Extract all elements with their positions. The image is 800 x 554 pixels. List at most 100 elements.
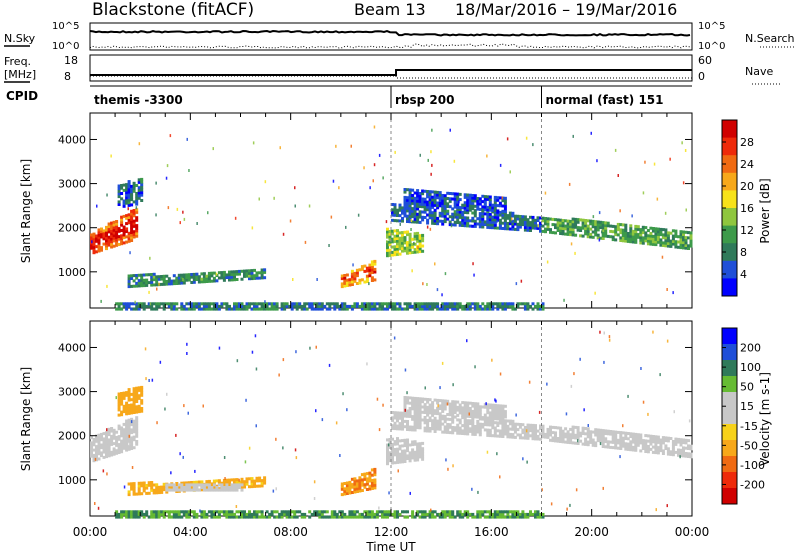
heatmap-cell <box>150 283 154 287</box>
heatmap-cell <box>245 272 249 276</box>
heatmap-cell <box>348 515 352 519</box>
heatmap-cell <box>378 510 382 514</box>
heatmap-cell <box>546 222 550 226</box>
heatmap-cell <box>398 304 402 308</box>
heatmap-cell <box>579 218 583 222</box>
heatmap-cell <box>579 434 583 438</box>
heatmap-cell <box>488 406 492 410</box>
heatmap-speckle <box>627 394 629 398</box>
heatmap-cell <box>95 450 98 454</box>
heatmap-cell <box>120 510 124 514</box>
heatmap-cell <box>348 486 352 490</box>
heatmap-cell <box>155 515 159 519</box>
heatmap-cell <box>245 515 249 519</box>
heatmap-cell <box>406 249 409 252</box>
heatmap-cell <box>345 515 349 519</box>
cpid-modes: themis -3300 rbsp 200 normal (fast) 151 <box>94 86 664 108</box>
heatmap-cell <box>391 445 394 449</box>
heatmap-cell <box>147 281 151 285</box>
heatmap-cell <box>589 435 593 439</box>
heatmap-cell <box>539 224 542 228</box>
heatmap-cell <box>396 458 399 462</box>
heatmap-cell <box>466 424 470 428</box>
heatmap-cell <box>421 418 425 422</box>
heatmap-cell <box>222 276 226 280</box>
heatmap-cell <box>679 454 683 458</box>
heatmap-cell <box>441 414 445 418</box>
heatmap-cell <box>491 304 495 308</box>
heatmap-cell <box>273 302 277 306</box>
heatmap-cell <box>503 221 507 225</box>
heatmap-cell <box>135 434 139 438</box>
heatmap-cell <box>646 445 650 448</box>
heatmap-cell <box>260 484 264 488</box>
heatmap-cell <box>408 214 412 218</box>
heatmap-speckle <box>430 508 432 512</box>
heatmap-cell <box>569 233 573 237</box>
heatmap-cell <box>135 397 139 401</box>
heatmap-cell <box>406 401 410 405</box>
heatmap-cell <box>428 304 432 308</box>
heatmap-cell <box>466 406 470 410</box>
heatmap-cell <box>413 399 417 403</box>
heatmap-cell <box>145 491 149 495</box>
heatmap-cell <box>609 445 613 449</box>
heatmap-speckle <box>522 457 524 461</box>
heatmap-cell <box>403 238 407 242</box>
heatmap-cell <box>353 274 357 278</box>
heatmap-cell <box>491 434 495 438</box>
heatmap-cell <box>370 304 374 308</box>
heatmap-cell <box>661 233 665 237</box>
heatmap-cell <box>142 489 146 493</box>
heatmap-cell <box>398 242 402 245</box>
heatmap-cell <box>458 210 462 214</box>
heatmap-cell <box>421 205 425 209</box>
heatmap-cell <box>92 448 96 452</box>
heatmap-speckle <box>245 398 247 402</box>
heatmap-cell <box>511 307 515 311</box>
heatmap-cell <box>508 304 512 308</box>
heatmap-cell <box>120 400 124 403</box>
heatmap-cell <box>416 215 420 219</box>
heatmap-cell <box>569 435 573 439</box>
heatmap-cell <box>293 510 297 514</box>
heatmap-speckle <box>224 477 226 480</box>
heatmap-cell <box>120 236 124 240</box>
heatmap-cell <box>411 510 415 514</box>
heatmap-cell <box>185 486 189 489</box>
heatmap-cell <box>463 304 467 308</box>
heatmap-speckle <box>294 204 296 208</box>
heatmap-cell <box>370 279 374 282</box>
heatmap-cell <box>656 235 660 239</box>
heatmap-cell <box>416 234 420 238</box>
heatmap-cell <box>202 483 206 487</box>
heatmap-cell <box>250 479 254 483</box>
heatmap-cell <box>167 279 171 283</box>
heatmap-cell <box>132 425 136 428</box>
heatmap-cell <box>363 475 367 479</box>
heatmap-cell <box>225 304 229 308</box>
heatmap-cell <box>228 275 231 279</box>
noise-right-tick-top: 10^5 <box>698 21 725 32</box>
heatmap-cell <box>408 199 412 202</box>
heatmap-cell <box>508 214 512 218</box>
colorbar-swatch <box>722 488 737 505</box>
heatmap-cell <box>453 205 457 209</box>
heatmap-cell <box>120 429 124 432</box>
heatmap-cell <box>554 218 557 222</box>
heatmap-cell <box>411 407 415 411</box>
heatmap-cell <box>340 302 344 306</box>
heatmap-speckle <box>315 345 317 349</box>
heatmap-cell <box>406 220 409 223</box>
heatmap-cell <box>601 431 605 435</box>
heatmap-cell <box>185 302 189 306</box>
heatmap-cell <box>413 396 417 400</box>
heatmap-cell <box>463 411 467 415</box>
heatmap-cell <box>102 450 106 454</box>
heatmap-cell <box>461 411 465 415</box>
heatmap-cell <box>541 302 545 306</box>
heatmap-cell <box>441 204 445 208</box>
heatmap-speckle <box>565 412 568 416</box>
heatmap-cell <box>423 208 427 211</box>
heatmap-cell <box>418 450 422 454</box>
